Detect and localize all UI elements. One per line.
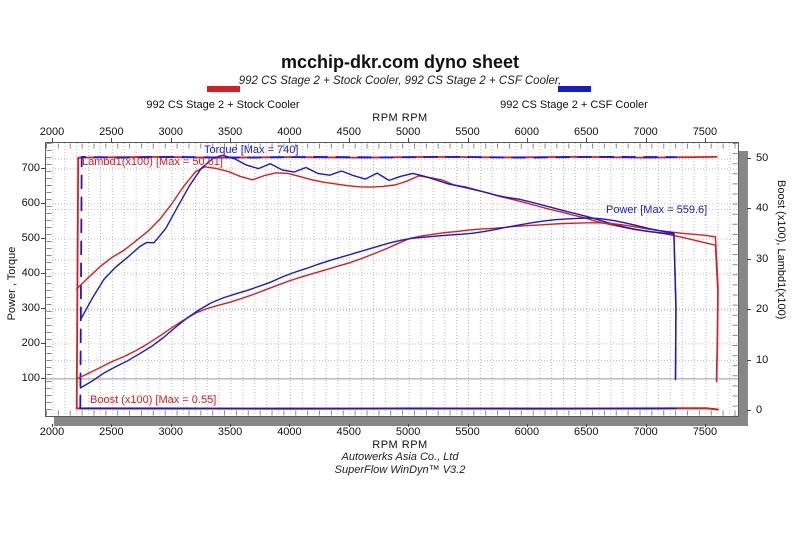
x-tick-label-top: 6500 <box>573 126 599 138</box>
curve-torque-blue <box>79 154 677 381</box>
y-left-tick-mark <box>41 237 45 239</box>
x-tick-mark-top <box>467 138 469 142</box>
y-left-tick-mark <box>41 377 45 379</box>
x-tick-label-top: 3000 <box>158 126 183 138</box>
x-tick-label-bottom: 2000 <box>39 426 65 438</box>
x-tick-mark-bottom <box>111 424 113 427</box>
y-left-tick-label: 500 <box>21 231 40 244</box>
x-tick-label-top: 5000 <box>395 126 421 138</box>
y-right-tick-mark <box>747 258 751 260</box>
y-right-tick-mark <box>747 158 751 160</box>
y-right-tick-mark <box>747 409 751 411</box>
x-tick-label-bottom: 5000 <box>395 426 421 438</box>
x-tick-label-top: 2000 <box>39 126 65 138</box>
x-tick-label-top: 4000 <box>277 126 302 138</box>
y-right-tick-label: 40 <box>756 202 769 215</box>
dyno-curves-svg <box>46 143 738 416</box>
y-axis-right-title: Boost (x100), Lambd1(x100) <box>775 180 787 320</box>
x-axis-unit-bottom: RPM RPM <box>372 439 428 451</box>
x-tick-label-bottom: 2500 <box>99 426 124 438</box>
x-tick-mark-top <box>230 138 232 142</box>
x-tick-label-top: 5500 <box>455 126 480 138</box>
y-left-tick-label: 200 <box>21 336 40 349</box>
legend-label-csf: 992 CS Stage 2 + CSF Cooler <box>500 99 648 111</box>
x-tick-mark-bottom <box>52 424 53 427</box>
x-tick-label-bottom: 7000 <box>633 426 658 438</box>
y-right-tick-mark <box>747 309 751 311</box>
x-tick-label-bottom: 6000 <box>514 426 540 438</box>
x-tick-mark-top <box>348 138 350 142</box>
x-tick-label-bottom: 7500 <box>692 426 718 438</box>
x-tick-mark-top <box>704 138 706 142</box>
x-axis-unit-top: RPM RPM <box>372 112 428 124</box>
x-tick-label-bottom: 6500 <box>573 426 599 438</box>
x-tick-mark-top <box>289 138 291 142</box>
y-right-tick-label: 0 <box>756 403 763 416</box>
x-tick-mark-bottom <box>467 424 469 427</box>
curve-lambda-blue <box>79 155 678 410</box>
x-tick-label-bottom: 4500 <box>336 426 362 438</box>
y-left-tick-mark <box>41 202 45 204</box>
x-tick-mark-bottom <box>289 424 291 427</box>
x-tick-mark-top <box>645 138 647 142</box>
y-left-tick-mark <box>41 307 45 309</box>
y-left-tick-label: 100 <box>21 371 40 384</box>
x-tick-mark-top <box>170 138 172 142</box>
x-tick-mark-top <box>52 138 53 142</box>
x-tick-mark-bottom <box>586 424 588 427</box>
legend-swatch-blue <box>557 86 591 92</box>
y-left-tick-mark <box>41 272 45 274</box>
legend-swatch-red <box>206 86 240 92</box>
x-tick-mark-top <box>408 138 410 142</box>
y-left-tick-label: 600 <box>21 196 40 209</box>
page-title: mcchip-dkr.com dyno sheet <box>280 52 520 72</box>
y-right-tick-label: 20 <box>756 303 769 316</box>
annotation-boost-max: Boost (x100) [Max = 0.55] <box>90 394 217 406</box>
y-left-tick-label: 400 <box>21 266 40 279</box>
x-tick-label-top: 7000 <box>633 126 658 138</box>
y-right-tick-mark <box>747 359 751 361</box>
x-tick-label-bottom: 4000 <box>277 426 302 438</box>
legend-item-csf-cooler: 992 CS Stage 2 + CSF Cooler <box>474 86 674 113</box>
curve-power-blue <box>79 217 677 389</box>
x-tick-mark-bottom <box>348 424 350 427</box>
x-tick-label-top: 6000 <box>514 126 540 138</box>
x-tick-label-top: 2500 <box>99 126 124 138</box>
chart-subtitle: 992 CS Stage 2 + Stock Cooler, 992 CS St… <box>238 75 562 87</box>
legend-label-stock: 992 CS Stage 2 + Stock Cooler <box>146 99 300 111</box>
x-tick-mark-top <box>526 138 528 142</box>
y-right-tick-label: 10 <box>756 353 769 366</box>
curve-lambda-red <box>75 155 718 410</box>
x-tick-label-top: 3500 <box>217 126 243 138</box>
x-tick-label-top: 4500 <box>336 126 362 138</box>
x-tick-mark-top <box>586 138 588 142</box>
x-tick-mark-bottom <box>408 424 410 427</box>
y-right-tick-mark <box>747 208 751 210</box>
x-tick-mark-bottom <box>230 424 232 427</box>
x-tick-mark-bottom <box>170 424 172 427</box>
annotation-power-max: Power [Max = 559.6] <box>606 204 708 216</box>
x-tick-mark-bottom <box>645 424 647 427</box>
annotation-torque-max: Torque [Max = 740] <box>204 144 299 156</box>
x-tick-mark-bottom <box>526 424 528 427</box>
x-tick-label-bottom: 3500 <box>217 426 243 438</box>
y-left-tick-label: 700 <box>21 161 40 174</box>
y-left-tick-label: 300 <box>21 301 40 314</box>
x-tick-label-top: 7500 <box>692 126 718 138</box>
y-right-tick-label: 50 <box>756 152 769 165</box>
footer-software: SuperFlow WinDyn™ V3.2 <box>334 464 466 476</box>
annotation-lambda-max: Lambd1(x100) [Max = 50.61] <box>82 156 223 168</box>
plot-area: Torque [Max = 740] Lambd1(x100) [Max = 50… <box>45 142 739 417</box>
x-tick-mark-top <box>111 138 113 142</box>
x-tick-label-bottom: 5500 <box>455 426 480 438</box>
footer-company: Autowerks Asia Co., Ltd <box>341 451 459 463</box>
x-tick-mark-bottom <box>704 424 706 427</box>
y-left-tick-mark <box>41 167 45 169</box>
y-right-tick-label: 30 <box>756 252 769 265</box>
legend-item-stock-cooler: 992 CS Stage 2 + Stock Cooler <box>123 86 323 113</box>
y-left-tick-mark <box>41 342 45 344</box>
x-tick-label-bottom: 3000 <box>158 426 183 438</box>
